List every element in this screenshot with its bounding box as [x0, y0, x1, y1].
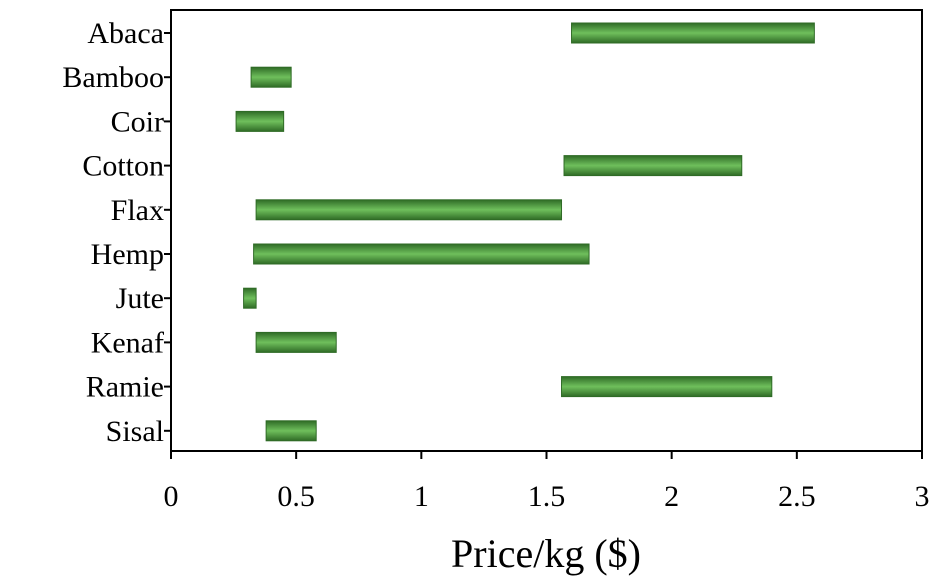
y-tick-label-flax: Flax: [111, 194, 164, 227]
x-axis-ticks: 0 0.5 1 1.5 2 2.5 3: [164, 451, 930, 513]
bar-jute: [243, 287, 257, 309]
bar-coir: [235, 110, 285, 132]
bar-hemp: [253, 243, 590, 265]
x-tick-label: 1.5: [528, 480, 566, 513]
y-tick-label-hemp: Hemp: [91, 238, 164, 271]
y-tick-label-ramie: Ramie: [86, 371, 164, 404]
x-tick-label: 0: [164, 480, 179, 513]
x-tick-label: 1: [414, 480, 429, 513]
y-tick-label-abaca: Abaca: [87, 17, 164, 50]
y-tick-label-sisal: Sisal: [106, 415, 164, 448]
bar-flax: [255, 199, 563, 221]
bar-bamboo: [250, 66, 292, 88]
x-tick-label: 2.5: [778, 480, 816, 513]
y-tick-label-coir: Coir: [111, 105, 164, 138]
bar-cotton: [563, 155, 743, 177]
bar-ramie: [561, 376, 773, 398]
bar-abaca: [571, 22, 815, 44]
y-axis-ticks: Abaca Bamboo Coir Cotton Flax Hemp Jute Kenaf Ra…: [62, 17, 171, 448]
x-tick-label: 3: [915, 480, 930, 513]
y-tick-label-jute: Jute: [116, 282, 164, 315]
bar-kenaf: [255, 331, 337, 353]
bar-sisal: [265, 420, 317, 442]
bars-layer: [235, 22, 815, 442]
y-tick-label-cotton: Cotton: [82, 150, 164, 183]
x-tick-label: 0.5: [277, 480, 315, 513]
x-axis-title: Price/kg ($): [451, 531, 641, 576]
x-tick-label: 2: [664, 480, 679, 513]
y-tick-label-kenaf: Kenaf: [91, 326, 164, 359]
y-tick-label-bamboo: Bamboo: [62, 61, 164, 94]
